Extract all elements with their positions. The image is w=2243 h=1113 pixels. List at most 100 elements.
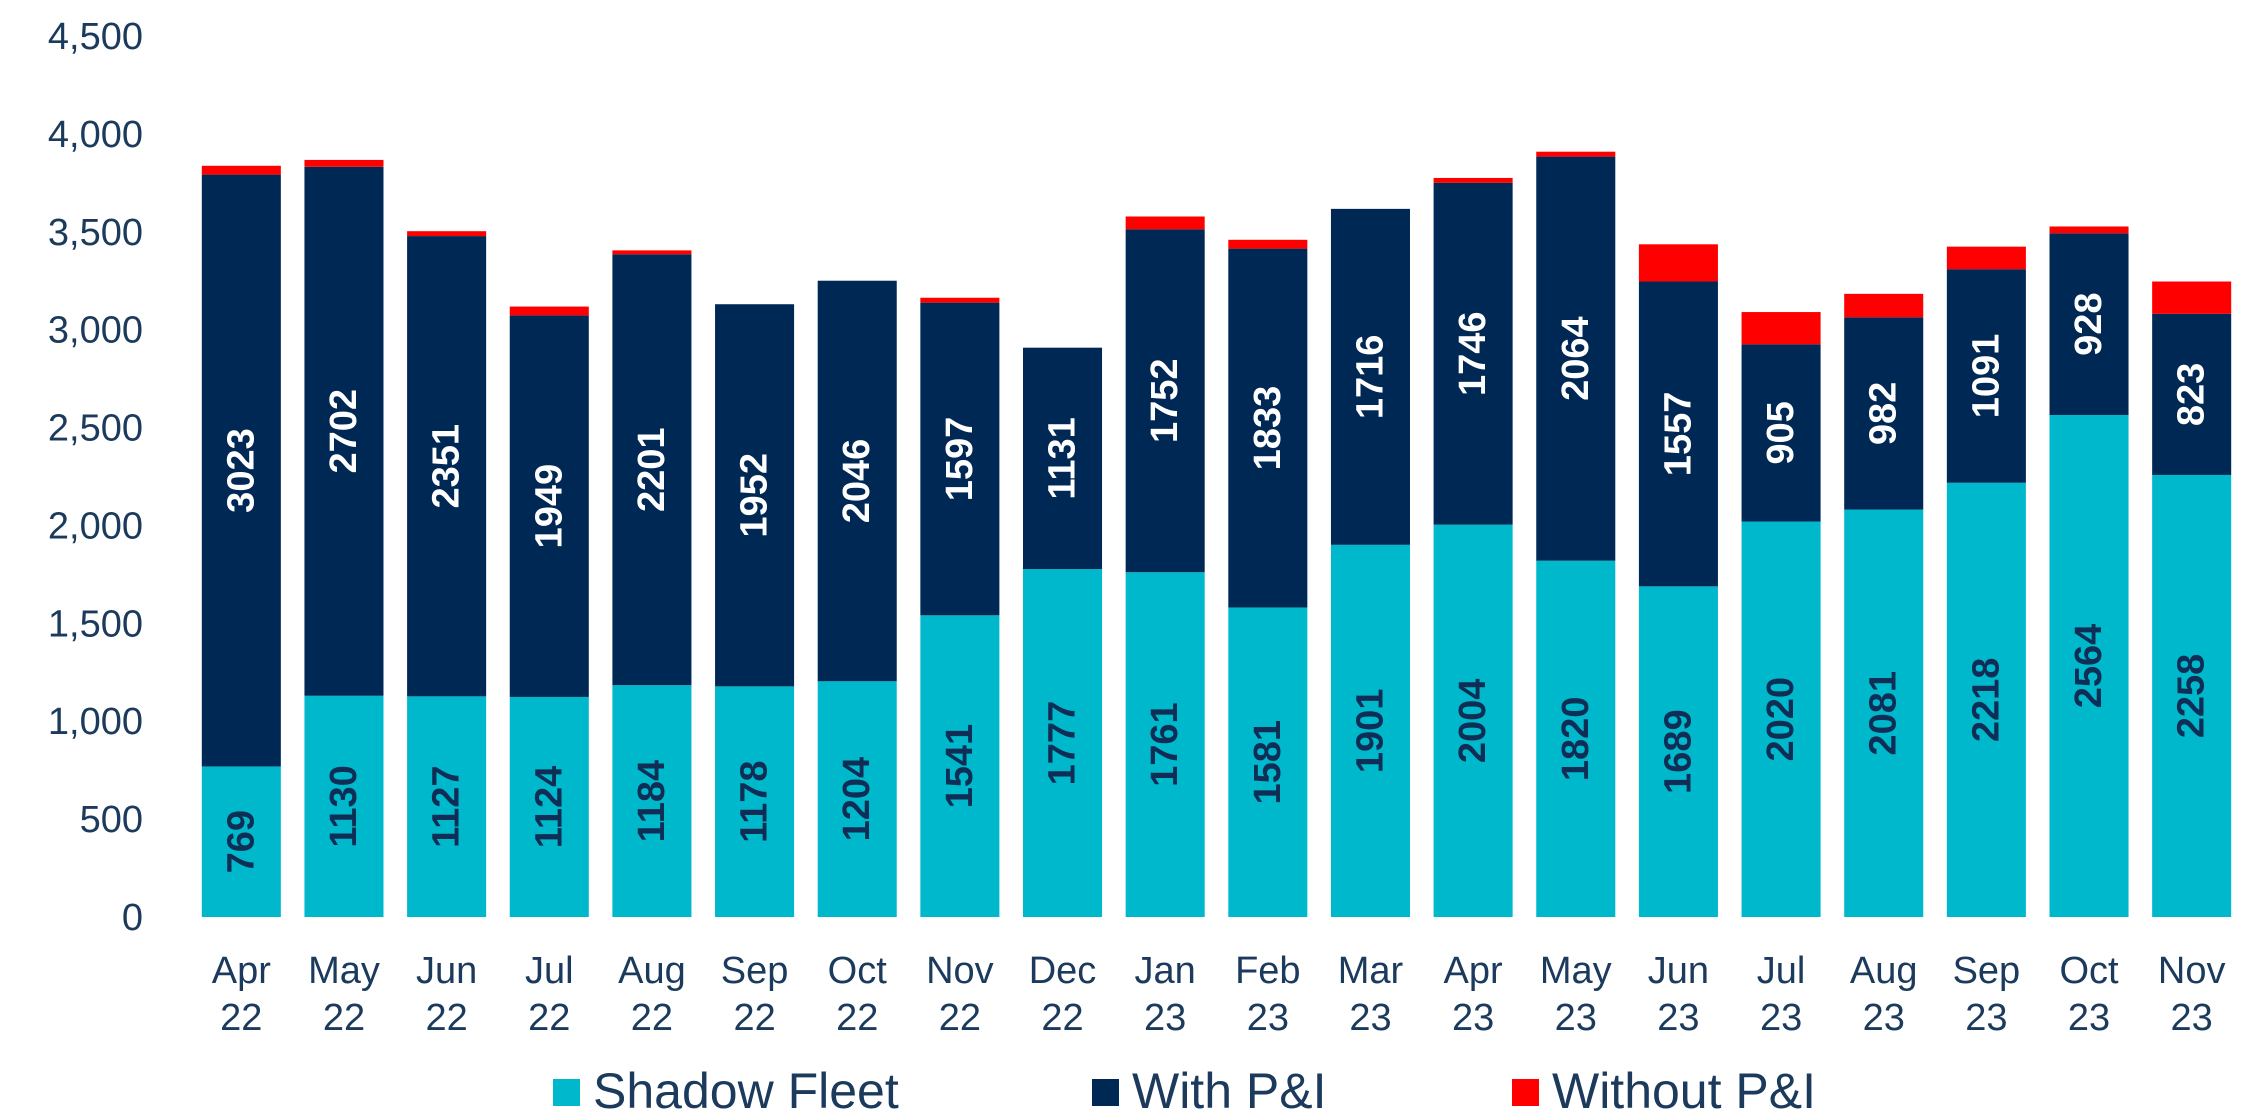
data-label-with-pi: 1746: [1452, 311, 1494, 396]
x-tick-label: Feb 23: [1235, 950, 1300, 1039]
x-tick-label: Apr 22: [212, 950, 271, 1039]
data-label-shadow-fleet: 769: [220, 810, 262, 873]
bar-with-pi: [1023, 347, 1103, 570]
bar-without-pi: [407, 231, 487, 237]
x-tick-label: Sep 23: [1953, 950, 2021, 1039]
data-label-shadow-fleet: 1820: [1555, 697, 1597, 782]
y-tick-label: 4,500: [48, 16, 143, 58]
data-label-shadow-fleet: 1901: [1349, 689, 1391, 774]
bar-without-pi: [304, 159, 384, 167]
data-label-shadow-fleet: 1761: [1144, 702, 1186, 787]
data-label-shadow-fleet: 2004: [1452, 679, 1494, 764]
x-tick-label: Aug 22: [618, 950, 686, 1039]
x-tick-label: Jun 23: [1648, 950, 1709, 1039]
data-label-with-pi: 1752: [1144, 358, 1186, 443]
bar-with-pi: [817, 280, 897, 682]
bar-with-pi: [1946, 269, 2026, 483]
y-tick-label: 3,500: [48, 212, 143, 254]
data-label-with-pi: 2201: [631, 427, 673, 512]
bar-without-pi: [1536, 151, 1616, 157]
data-label-with-pi: 1131: [1042, 417, 1084, 499]
y-tick-label: 1,500: [48, 603, 143, 645]
bar-without-pi: [1946, 246, 2026, 270]
x-tick-label: Oct 22: [828, 950, 888, 1039]
bar-with-pi: [1844, 317, 1924, 510]
y-tick-label: 3,000: [48, 310, 143, 352]
bar-shadow-fleet: [1433, 524, 1513, 917]
bar-with-pi: [201, 174, 281, 767]
data-label-shadow-fleet: 2258: [2171, 654, 2213, 739]
data-label-with-pi: 2064: [1555, 316, 1597, 401]
bar-shadow-fleet: [1125, 572, 1205, 917]
data-label-shadow-fleet: 1124: [528, 766, 570, 848]
bar-without-pi: [1433, 177, 1513, 183]
data-label-with-pi: 928: [2068, 292, 2110, 355]
bar-with-pi: [1330, 208, 1410, 545]
bar-without-pi: [201, 165, 281, 175]
data-label-shadow-fleet: 2020: [1760, 677, 1802, 762]
data-label-with-pi: 1091: [1965, 334, 2007, 419]
bar-without-pi: [1741, 312, 1821, 345]
bar-without-pi: [509, 306, 589, 316]
bar-shadow-fleet: [509, 696, 589, 917]
data-label-with-pi: 982: [1863, 382, 1905, 445]
data-label-shadow-fleet: 2218: [1965, 658, 2007, 743]
bars: 769 3023 1130 2702 1127 2351 1124 1949 1184 2201 1…: [201, 151, 2232, 917]
legend-label-shadow-fleet: Shadow Fleet: [593, 1063, 899, 1113]
data-label-with-pi: 823: [2171, 363, 2213, 426]
y-tick-label: 2,500: [48, 408, 143, 450]
bar-shadow-fleet: [920, 615, 1000, 917]
data-label-with-pi: 1949: [528, 464, 570, 549]
bar-shadow-fleet: [612, 685, 692, 917]
legend-swatch-shadow-fleet: [553, 1079, 580, 1106]
bar-with-pi: [612, 254, 692, 686]
data-label-shadow-fleet: 1541: [939, 724, 981, 809]
x-tick-label: Jul 22: [525, 950, 574, 1039]
x-tick-label: Jan 23: [1135, 950, 1196, 1039]
data-label-with-pi: 1952: [734, 453, 776, 538]
data-label-with-pi: 1557: [1657, 392, 1699, 477]
data-label-shadow-fleet: 1178: [734, 760, 776, 842]
x-tick-label: Dec 22: [1029, 950, 1097, 1039]
bar-with-pi: [1228, 248, 1308, 608]
bar-with-pi: [1741, 344, 1821, 522]
bar-without-pi: [1638, 244, 1718, 282]
bar-shadow-fleet: [1741, 521, 1821, 917]
legend-label-with-pi: With P&I: [1132, 1063, 1326, 1113]
data-label-with-pi: 1716: [1349, 335, 1391, 420]
data-label-shadow-fleet: 1581: [1247, 720, 1289, 805]
data-label-with-pi: 905: [1760, 401, 1802, 464]
bar-with-pi: [509, 315, 589, 697]
data-label-shadow-fleet: 1184: [631, 760, 673, 842]
bar-with-pi: [2152, 313, 2232, 475]
data-label-with-pi: 3023: [220, 428, 262, 513]
y-tick-label: 4,000: [48, 114, 143, 156]
bar-without-pi: [2049, 226, 2129, 234]
x-tick-label: Mar 23: [1338, 950, 1404, 1039]
bar-with-pi: [1433, 182, 1513, 525]
bar-without-pi: [1844, 293, 1924, 318]
data-label-shadow-fleet: 1204: [836, 757, 878, 842]
y-tick-label: 500: [80, 799, 143, 841]
bar-shadow-fleet: [817, 681, 897, 917]
data-label-shadow-fleet: 1130: [323, 765, 365, 847]
data-label-with-pi: 1597: [939, 417, 981, 502]
x-tick-label: Oct 23: [2059, 950, 2119, 1039]
bar-shadow-fleet: [2049, 415, 2129, 917]
x-tick-label: Jun 22: [416, 950, 477, 1039]
legend: Shadow Fleet With P&I Without P&I: [553, 1063, 1816, 1113]
data-label-with-pi: 1833: [1247, 386, 1289, 471]
bar-with-pi: [1638, 281, 1718, 587]
x-tick-label: Jul 23: [1757, 950, 1806, 1039]
bar-without-pi: [1125, 216, 1205, 230]
bar-with-pi: [407, 236, 487, 697]
bar-shadow-fleet: [201, 766, 281, 917]
x-tick-label: May 23: [1540, 950, 1612, 1039]
data-label-with-pi: 2351: [426, 424, 468, 509]
bar-shadow-fleet: [1228, 607, 1308, 917]
legend-swatch-with-pi: [1092, 1079, 1119, 1106]
x-tick-label: Aug 23: [1850, 950, 1918, 1039]
x-tick-label: Sep 22: [721, 950, 789, 1039]
x-tick-label: Nov 23: [2158, 950, 2226, 1039]
